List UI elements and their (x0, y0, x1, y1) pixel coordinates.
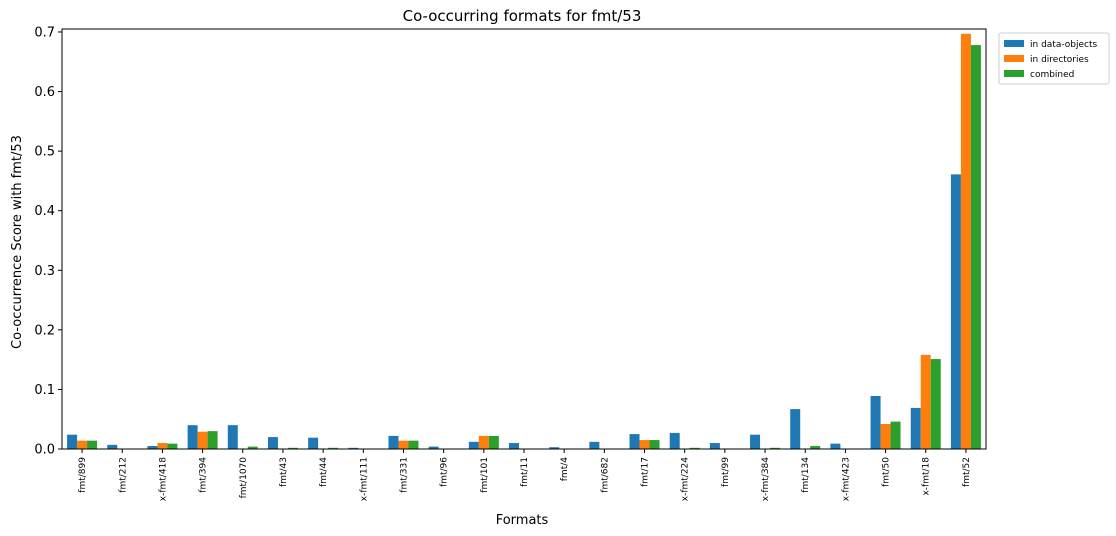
legend-label: combined (1030, 70, 1074, 80)
bar-2-1 (77, 440, 88, 449)
x-tick-label: fmt/44 (319, 457, 329, 487)
x-tick-label: fmt/50 (882, 457, 892, 487)
bar-2-11 (478, 435, 489, 449)
y-tick-label: 0.0 (34, 443, 55, 458)
x-tick-label: fmt/682 (600, 457, 610, 493)
bar-1-21 (870, 395, 881, 449)
bar-2-9 (398, 440, 409, 449)
y-tick-label: 0.2 (34, 323, 55, 338)
legend-swatch (1004, 40, 1024, 47)
bar-3-7 (328, 447, 339, 449)
bar-1-19 (790, 409, 801, 449)
bar-1-2 (107, 444, 118, 449)
x-tick-label: x-fmt/423 (841, 457, 851, 501)
bar-3-5 (247, 446, 258, 449)
y-tick-label: 0.7 (34, 25, 55, 40)
legend-label: in data-objects (1030, 40, 1097, 50)
y-tick-label: 0.6 (34, 85, 55, 100)
bar-1-5 (227, 425, 238, 449)
x-tick-label: fmt/394 (199, 457, 209, 493)
bar-2-15 (639, 440, 650, 449)
x-tick-label: x-fmt/384 (761, 457, 771, 502)
x-tick-label: x-fmt/111 (359, 457, 369, 501)
legend-label: in directories (1030, 55, 1089, 65)
bar-1-3 (147, 446, 158, 449)
bar-3-22 (930, 359, 941, 449)
x-axis-title: Formats (496, 513, 549, 528)
bar-1-10 (428, 446, 439, 449)
x-tick-label: fmt/101 (480, 457, 490, 493)
bar-1-8 (348, 447, 359, 449)
bar-1-18 (750, 434, 761, 449)
bar-3-16 (689, 447, 700, 449)
x-tick-label: x-fmt/18 (922, 457, 932, 496)
x-axis: fmt/899 fmt/212 x-fmt/418 fmt/394 fmt/1070 fm… (78, 449, 972, 501)
x-tick-label: fmt/99 (721, 457, 731, 487)
bar-3-1 (87, 440, 98, 449)
bar-3-23 (970, 45, 981, 449)
x-tick-label: fmt/11 (520, 457, 530, 487)
bar-3-15 (649, 440, 660, 449)
bar-1-12 (509, 443, 519, 449)
bar-1-1 (67, 434, 78, 449)
bar-1-6 (267, 437, 278, 449)
x-tick-label: fmt/4 (560, 457, 570, 481)
bar-1-17 (709, 443, 720, 449)
bar-3-9 (408, 440, 419, 449)
x-tick-label: fmt/212 (118, 457, 128, 493)
bar-1-4 (187, 425, 198, 449)
x-tick-label: fmt/1070 (239, 457, 249, 499)
x-tick-label: fmt/899 (78, 457, 88, 493)
x-tick-label: x-fmt/224 (681, 457, 691, 502)
bar-1-13 (549, 447, 560, 449)
x-tick-label: x-fmt/418 (158, 457, 168, 502)
chart-title: Co-occurring formats for fmt/53 (403, 7, 642, 25)
x-tick-label: fmt/96 (440, 457, 450, 487)
legend-swatch (1004, 55, 1024, 62)
bar-2-4 (197, 431, 208, 449)
y-tick-label: 0.4 (34, 204, 55, 219)
x-tick-label: fmt/43 (279, 457, 289, 487)
bar-3-19 (810, 446, 821, 449)
bar-1-7 (308, 437, 319, 449)
bar-3-11 (488, 435, 499, 449)
bar-3-4 (207, 431, 218, 449)
y-axis: 0.0 0.1 0.2 0.3 0.4 0.5 0.6 0.7 (34, 25, 62, 458)
x-tick-label: fmt/331 (399, 457, 409, 493)
bar-2-23 (960, 33, 971, 449)
y-tick-label: 0.5 (34, 145, 55, 160)
bar-1-16 (669, 432, 680, 449)
y-axis-title: Co-occurrence Score with fmt/53 (10, 135, 25, 349)
bar-1-14 (589, 441, 600, 449)
bar-1-20 (830, 443, 841, 449)
y-tick-label: 0.3 (34, 264, 55, 279)
x-tick-label: fmt/52 (962, 457, 972, 487)
bars-layer (67, 33, 981, 450)
x-tick-label: fmt/134 (801, 457, 811, 493)
bar-3-3 (167, 443, 178, 449)
bar-3-6 (287, 447, 298, 449)
bar-2-3 (157, 443, 168, 449)
bar-1-23 (950, 174, 961, 450)
bar-3-18 (770, 447, 781, 449)
x-tick-label: fmt/17 (641, 457, 651, 487)
legend-swatch (1004, 70, 1024, 77)
bar-1-15 (629, 434, 640, 449)
bar-2-21 (880, 423, 891, 449)
bar-1-9 (388, 435, 399, 449)
bar-1-11 (468, 441, 479, 449)
y-tick-label: 0.1 (34, 383, 55, 398)
legend: in data-objects in directories combined (998, 32, 1110, 85)
legend-box (998, 32, 1110, 85)
bar-3-21 (890, 421, 901, 449)
bar-1-22 (910, 407, 921, 449)
plot-frame (61, 28, 987, 450)
bar-2-22 (920, 354, 931, 449)
